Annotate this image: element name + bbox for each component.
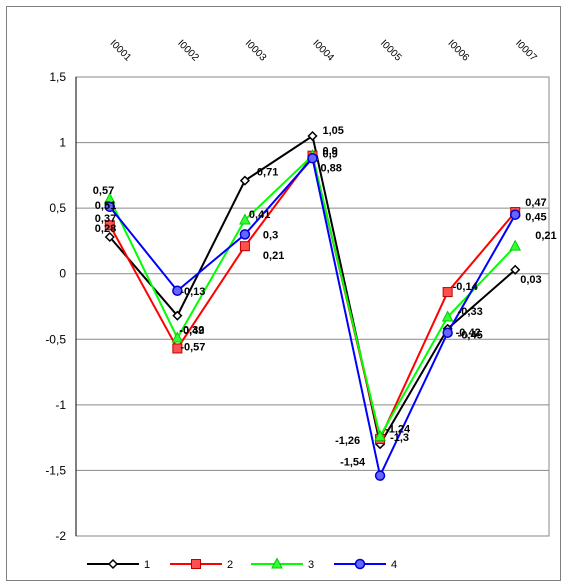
y-tick-label: -2 xyxy=(55,529,66,543)
data-label: 0,41 xyxy=(249,209,270,221)
x-tick-label: I0006 xyxy=(446,38,472,64)
data-label: 0,37 xyxy=(95,213,116,225)
data-label: -0,49 xyxy=(179,325,204,337)
series-3-marker xyxy=(441,310,454,322)
data-label: -0,57 xyxy=(180,341,205,353)
data-label: 0,51 xyxy=(95,200,116,212)
legend-marker-3 xyxy=(271,557,283,569)
data-label: 0,71 xyxy=(257,167,278,179)
data-label: -0,13 xyxy=(180,286,205,298)
y-tick-label: 0 xyxy=(59,267,66,281)
data-label: 0,9 xyxy=(323,149,338,161)
data-label: 1,05 xyxy=(323,125,344,137)
series-4-marker xyxy=(104,201,116,213)
series-2-marker xyxy=(442,287,453,298)
x-tick-label: I0001 xyxy=(108,38,134,64)
series-1-marker xyxy=(172,310,183,321)
data-label: -1,26 xyxy=(335,435,360,447)
y-tick-label: 1,5 xyxy=(49,70,66,84)
legend-marker-1 xyxy=(107,558,119,570)
series-3-marker xyxy=(239,213,251,225)
series-markers xyxy=(103,130,522,481)
series-3-marker xyxy=(171,331,184,343)
series-2-line xyxy=(108,153,516,443)
data-label: 0,21 xyxy=(263,250,284,262)
data-label: -0,42 xyxy=(456,327,481,339)
axes: 1,5 1 0,5 0 -0,5 -1 -1,5 -2 I0001 I0002 I0003 I0004… xyxy=(45,38,550,543)
series-2-marker xyxy=(239,241,250,252)
data-label: 0,45 xyxy=(525,212,546,224)
y-tick-label: 1 xyxy=(59,136,66,150)
data-label: -0,33 xyxy=(458,306,483,318)
data-label: -0,14 xyxy=(453,281,479,293)
data-labels: 0,28 -0,32 0,71 1,05 -1,3 -0,42 0,03 0,37 -0,57 0… xyxy=(93,125,557,469)
x-tick-label: I0002 xyxy=(175,38,201,64)
legend: 1 2 3 4 xyxy=(87,557,397,571)
series-4-marker xyxy=(239,229,251,240)
series-2-marker xyxy=(172,343,183,354)
series-3-marker xyxy=(374,429,386,441)
data-label: -0,45 xyxy=(458,330,483,342)
series-4-marker xyxy=(374,470,386,481)
legend-label-1: 1 xyxy=(144,559,150,571)
series-lines xyxy=(108,134,517,479)
y-tick-label: 0,5 xyxy=(49,201,66,215)
series-1-marker xyxy=(510,264,521,275)
series-1-marker xyxy=(307,130,318,142)
series-3-line xyxy=(108,153,516,440)
x-tick-label: I0003 xyxy=(243,38,269,64)
data-label: 0,21 xyxy=(535,230,556,242)
chart-frame: 1,5 1 0,5 0 -0,5 -1 -1,5 -2 I0001 I0002 I0003 I0004… xyxy=(6,6,561,581)
series-4-marker xyxy=(172,285,183,297)
y-tick-label: -1,5 xyxy=(45,463,66,477)
series-2-marker xyxy=(104,220,115,231)
data-label: 0,9 xyxy=(323,146,338,158)
legend-label-2: 2 xyxy=(227,559,233,571)
data-label: 0,47 xyxy=(525,197,546,209)
series-1-marker xyxy=(239,175,250,186)
x-tick-label: I0007 xyxy=(513,38,539,64)
series-4-marker xyxy=(509,209,521,220)
data-label: -0,32 xyxy=(179,325,204,337)
data-label: -1,3 xyxy=(390,432,409,444)
series-1-marker xyxy=(104,231,115,243)
series-3-marker xyxy=(509,239,522,251)
data-label: 0,57 xyxy=(93,185,114,197)
legend-marker-4 xyxy=(354,558,366,570)
line-chart: 1,5 1 0,5 0 -0,5 -1 -1,5 -2 I0001 I0002 I0003 I0004… xyxy=(45,38,557,571)
y-tick-label: -1 xyxy=(55,398,66,412)
y-tick-label: -0,5 xyxy=(45,332,66,346)
data-label: 0,28 xyxy=(95,223,116,235)
data-label: 0,88 xyxy=(321,162,342,174)
series-4-marker xyxy=(442,327,453,338)
legend-label-3: 3 xyxy=(308,559,314,571)
x-tick-label: I0004 xyxy=(310,38,336,64)
series-4-marker xyxy=(307,153,318,164)
x-tick-label: I0005 xyxy=(378,38,404,64)
legend-marker-2 xyxy=(191,559,201,569)
data-label: 0,3 xyxy=(263,229,278,241)
data-label: -1,54 xyxy=(340,457,366,469)
legend-label-4: 4 xyxy=(391,559,397,571)
series-4-line xyxy=(109,156,517,479)
data-label: 0,03 xyxy=(520,274,541,286)
gridlines xyxy=(76,76,549,537)
data-label: -1,24 xyxy=(385,423,411,435)
